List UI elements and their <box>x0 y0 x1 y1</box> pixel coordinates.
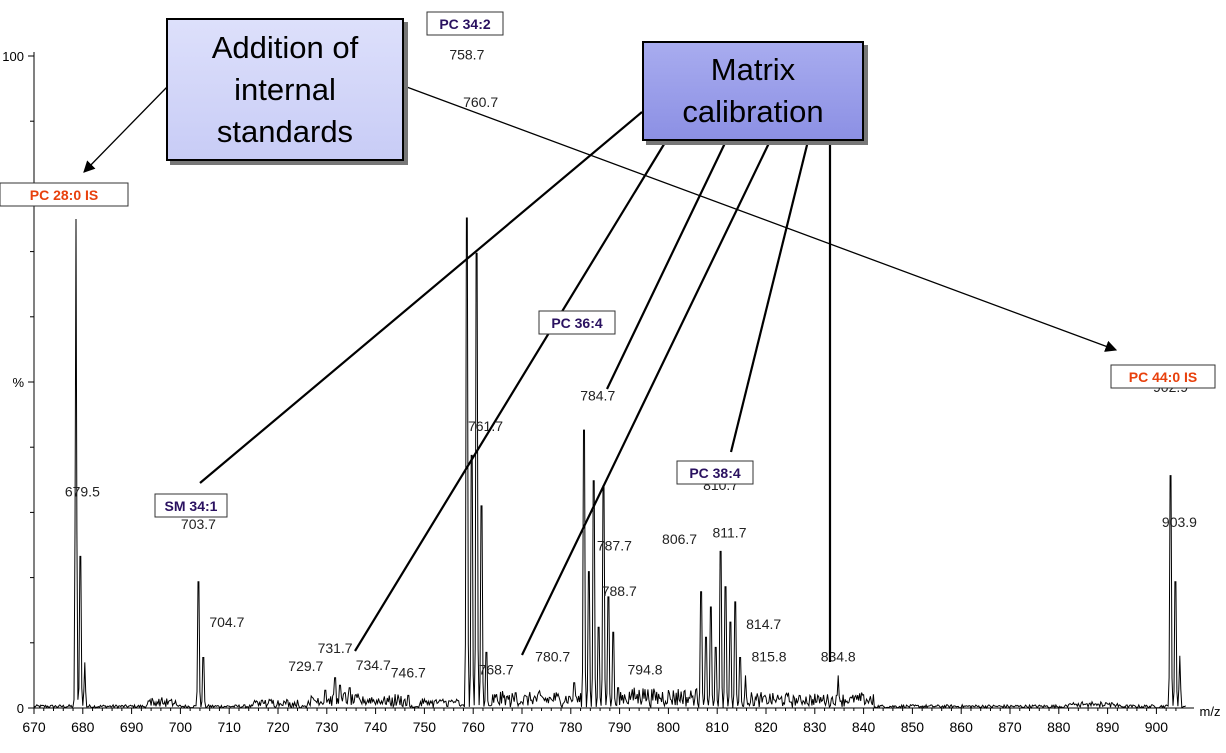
peak-label: 760.7 <box>463 94 498 110</box>
x-tick-label: 890 <box>1096 719 1120 735</box>
x-tick-label: 760 <box>462 719 486 735</box>
x-tick-label: 740 <box>364 719 388 735</box>
species-tag: PC 28:0 IS <box>30 187 98 203</box>
x-tick-label: 870 <box>998 719 1022 735</box>
x-tick-label: 770 <box>510 719 534 735</box>
peak-label: 734.7 <box>356 657 391 673</box>
peak-label: 780.7 <box>535 648 570 664</box>
x-tick-label: 850 <box>901 719 925 735</box>
species-tag: SM 34:1 <box>165 498 218 514</box>
x-tick-label: 700 <box>169 719 193 735</box>
peak-label: 679.5 <box>65 483 100 499</box>
x-tick-label: 800 <box>657 719 681 735</box>
matrix-calibration-line <box>199 111 643 484</box>
peak-label: 815.8 <box>752 648 787 664</box>
species-tag: PC 36:4 <box>551 315 603 331</box>
x-tick-label: 730 <box>315 719 339 735</box>
species-tags: PC 28:0 IS SM 34:1 PC 34:2 PC 36:4 PC 38:4 PC… <box>0 11 1216 518</box>
peak-label: 806.7 <box>662 531 697 547</box>
peak-label: 704.7 <box>209 614 244 630</box>
matrix-calibration-line <box>521 140 771 656</box>
peak-label: 761.7 <box>468 418 503 434</box>
matrix-calibration-line <box>606 140 727 390</box>
species-tag-box <box>426 11 504 36</box>
species-tag: PC 44:0 IS <box>1129 369 1197 385</box>
peak-label: 758.7 <box>449 47 484 63</box>
matrix-calibration-line <box>354 140 667 652</box>
x-tick-label: 840 <box>852 719 876 735</box>
x-tick-label: 830 <box>803 719 827 735</box>
peak-label: 834.8 <box>821 648 856 664</box>
species-tag: PC 34:2 <box>439 16 491 32</box>
x-tick-label: 900 <box>1145 719 1169 735</box>
peak-label: 731.7 <box>318 640 353 656</box>
peak-label: 903.9 <box>1162 514 1197 530</box>
matrix-calibration-callout: Matrix calibration <box>642 41 864 141</box>
matrix-calibration-line <box>729 140 810 453</box>
peak-label: 814.7 <box>746 616 781 632</box>
x-tick-label: 690 <box>120 719 144 735</box>
peak-label: 703.7 <box>181 516 216 532</box>
arrow-to-pc-44-0-is <box>403 85 1118 352</box>
x-tick-label: 720 <box>266 719 290 735</box>
peak-label: 746.7 <box>391 665 426 681</box>
peak-label: 794.8 <box>628 661 663 677</box>
x-tick-label: 750 <box>413 719 437 735</box>
species-tag-box <box>154 493 228 518</box>
x-tick-label: 680 <box>71 719 95 735</box>
x-tick-label: 780 <box>559 719 583 735</box>
species-tag-box <box>538 310 616 335</box>
x-tick-label: 810 <box>706 719 730 735</box>
peak-label: 811.7 <box>712 525 746 541</box>
axes: 0% 100 670 680 690 700 710 720 730 740 750 760 770 78… <box>2 49 1220 735</box>
x-tick-label: 790 <box>608 719 632 735</box>
x-axis-label: m/z <box>1200 704 1221 719</box>
spectrum-trace <box>33 217 1186 710</box>
peak-label: 768.7 <box>479 661 514 677</box>
species-tag: PC 38:4 <box>689 465 741 481</box>
y-tick-label: 100 <box>2 49 24 64</box>
peak-label: 784.7 <box>580 388 615 404</box>
species-tag-box <box>0 182 129 207</box>
internal-standards-callout: Addition of internal standards <box>166 18 404 161</box>
x-tick-label: 820 <box>754 719 778 735</box>
annotation-connectors <box>83 85 1118 662</box>
x-tick-label: 670 <box>22 719 46 735</box>
y-tick-label: % <box>12 375 24 390</box>
peak-label: 787.7 <box>597 538 632 554</box>
x-tick-label: 860 <box>950 719 974 735</box>
peak-label: 729.7 <box>288 658 323 674</box>
y-tick-label: 0 <box>17 701 24 716</box>
species-tag-box <box>676 460 754 485</box>
arrow-to-pc-28-0-is <box>83 85 169 173</box>
peak-label: 788.7 <box>602 583 637 599</box>
species-tag-box <box>1110 364 1216 389</box>
x-tick-label: 710 <box>218 719 242 735</box>
x-tick-label: 880 <box>1047 719 1071 735</box>
